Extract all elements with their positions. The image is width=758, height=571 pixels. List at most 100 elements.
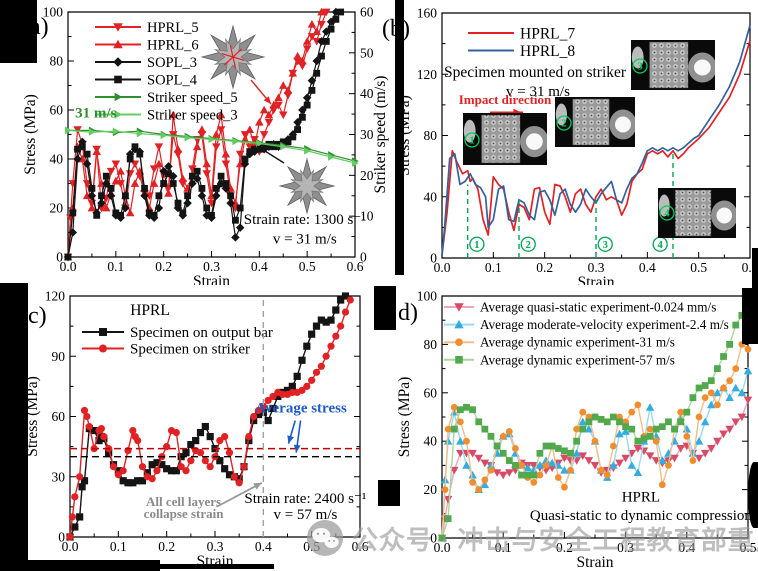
y-tick-label: 100: [43, 5, 64, 20]
x-axis-label: Strain: [576, 554, 613, 571]
series-3: [438, 292, 752, 542]
x-tick-label: 0.2: [556, 540, 573, 555]
x-axis-label: Strain: [577, 274, 614, 285]
black-artifact: [748, 462, 758, 528]
legend-label: HPRL_5: [147, 20, 199, 36]
y-tick-label: 80: [424, 128, 438, 143]
legend-label: HPRL_6: [147, 37, 199, 53]
x-tick-label: 0.2: [155, 259, 172, 274]
series-markers: [65, 126, 359, 167]
x-tick-label: 0.4: [251, 259, 268, 274]
circled-number-4: 4: [659, 205, 675, 221]
panel-label-c: c): [28, 303, 47, 329]
legend-label: SOPL_3: [147, 55, 197, 71]
y-tick-label: 60: [50, 103, 64, 118]
black-artifact: [0, 283, 28, 571]
y-tick-label: 0: [430, 531, 437, 546]
x-tick-label: 0.3: [617, 540, 634, 555]
series-line: [68, 129, 356, 162]
series-4: [65, 126, 359, 165]
annotations: HPRL Quasi-static to dynamic compression: [530, 490, 753, 524]
x-tick-label: 0.1: [495, 540, 512, 555]
y-tick-label: 40: [424, 189, 438, 204]
legend: Average quasi-static experiment-0.024 mm…: [444, 299, 729, 367]
annotation-text: collapse strain: [144, 506, 225, 521]
annotation-text: Specimen mounted on striker: [444, 64, 627, 81]
y-tick-label: 40: [50, 152, 64, 167]
circled-number-4: 4: [652, 236, 668, 252]
y-tick-label: 80: [424, 337, 438, 352]
x-tick-label: 0.6: [352, 539, 369, 554]
y-tick-label: 80: [50, 54, 64, 69]
y-tick-label: 120: [45, 289, 66, 304]
x-tick-label: 0.0: [434, 540, 451, 555]
annotation-text: v = 57 m/s: [273, 507, 337, 523]
svg-text:2: 2: [561, 119, 566, 130]
svg-text:2: 2: [526, 240, 531, 251]
axis-ticks: 0.0 0.1 0.2 0.3 0.4 0.5 0 20 40 60 80 100: [417, 289, 757, 556]
x-tick-label: 0.1: [107, 259, 124, 274]
circled-number-3: 3: [597, 236, 613, 252]
annotation-text: Impact direction: [459, 92, 552, 107]
y-tick-label: 0: [58, 530, 65, 545]
legend-label: Striker speed_5: [147, 90, 238, 106]
y-tick-label: 90: [52, 349, 66, 364]
annotations: 31 m/s Strain rate: 1300 s⁻¹ v = 31 m/s: [75, 24, 366, 248]
series-1: [441, 25, 751, 255]
y-tick-label: 60: [424, 385, 438, 400]
circled-number-1: 1: [464, 132, 480, 148]
legend-label: Average dynamic experiment-57 m/s: [480, 352, 675, 367]
y2-tick-label: 60: [360, 5, 374, 20]
specimen-photo-inset: [658, 188, 738, 238]
svg-text:1: 1: [474, 240, 479, 251]
chart-c: 0.0 0.1 0.2 0.3 0.4 0.5 0.60306090120StrainStr…: [24, 289, 369, 571]
x-tick-label: 0.1: [110, 539, 127, 554]
lattice-specimen-inset: [200, 24, 266, 90]
y-tick-label: 160: [417, 6, 438, 21]
annotation-text: All cell layers: [146, 494, 221, 509]
x-tick-label: 0.2: [158, 539, 175, 554]
svg-text:1: 1: [469, 136, 474, 147]
panel-c: 0.0 0.1 0.2 0.3 0.4 0.5 0.6 0 30 60 90 120 Strain Str…: [0, 285, 380, 571]
annotation-text: 31 m/s: [75, 105, 116, 121]
x-axis-label: Strain: [193, 273, 230, 285]
axis-ticks: 0.0 0.1 0.2 0.3 0.4 0.5 0.60204060801000102030…: [43, 5, 374, 275]
x-tick-label: 0.2: [536, 260, 553, 275]
panel-a: 0.0 0.1 0.2 0.3 0.4 0.5 0.6 0 20 40 60 80 100 0 10 20 30…: [0, 0, 404, 286]
series-0: [441, 40, 751, 256]
annotation-text: HPRL: [130, 302, 170, 319]
x-tick-label: 0.3: [207, 539, 224, 554]
x-tick-label: 0.3: [203, 259, 220, 274]
y-axis-label: Stress (MPa): [24, 376, 41, 457]
series-markers: [438, 292, 752, 542]
y-tick-label: 0: [56, 250, 63, 265]
legend-label: Average dynamic experiment-31 m/s: [480, 335, 675, 350]
x-tick-label: 0.4: [678, 540, 695, 555]
y-axis-label: Stress (MPa): [396, 377, 413, 458]
series-5: [65, 126, 359, 167]
legend-label: Striker speed_3: [147, 107, 238, 123]
black-artifact: [0, 0, 37, 63]
black-artifact: [28, 564, 274, 569]
annotation-text: Quasi-static to dynamic compression: [530, 508, 753, 524]
circled-number-3: 3: [632, 58, 648, 74]
annotation-text: Average stress: [255, 400, 347, 416]
circled-number-2: 2: [556, 115, 572, 131]
x-tick-label: 0.0: [434, 260, 451, 275]
chart-d: 0.0 0.1 0.2 0.3 0.4 0.5 0 20 40 60 80 100 Strain Stre…: [396, 289, 757, 571]
chart-b: 0.0 0.1 0.2 0.3 0.4 0.5 0.604080120160StrainSt…: [382, 6, 758, 286]
black-artifact: [742, 288, 758, 344]
x-tick-label: 0.5: [299, 259, 316, 274]
panel-d: 0.0 0.1 0.2 0.3 0.4 0.5 0 20 40 60 80 100 Strain Stre…: [378, 285, 758, 571]
legend-label: Specimen on striker: [130, 342, 250, 358]
circled-number-1: 1: [469, 236, 485, 252]
annotation-text: Strain rate: 1300 s⁻¹: [244, 212, 366, 228]
series-line: [441, 25, 751, 255]
x-tick-label: 0.4: [639, 260, 656, 275]
panel-b: 0.0 0.1 0.2 0.3 0.4 0.5 0.6 0 40 80 120 160 Strain St…: [378, 0, 758, 286]
panel-label-d: d): [398, 300, 418, 326]
legend-label: HPRL_8: [520, 43, 575, 60]
